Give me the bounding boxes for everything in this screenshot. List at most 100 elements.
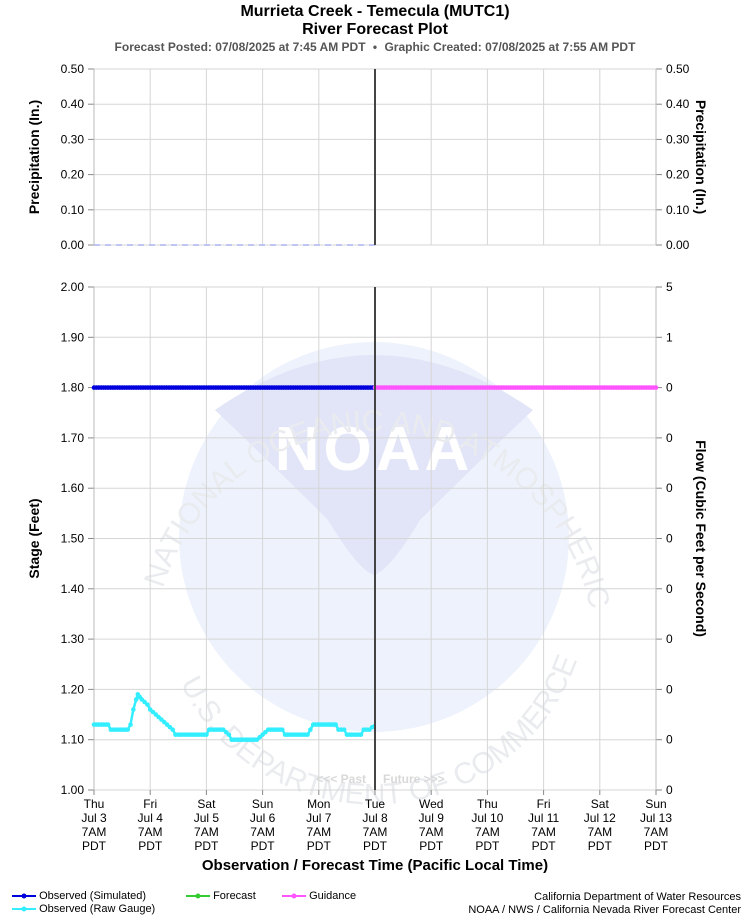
stage-ytick-label-right: 0	[666, 682, 673, 696]
x-axis-title: Observation / Forecast Time (Pacific Loc…	[202, 857, 548, 874]
precip-ytick-label: 0.50	[61, 62, 85, 76]
x-tick-label: Mon	[307, 797, 330, 811]
stage-ytick-label-right: 0	[666, 431, 673, 445]
x-tick-label: Jul 9	[419, 811, 445, 825]
x-tick-label: 7AM	[138, 825, 163, 839]
stage-ytick-label: 1.20	[61, 682, 85, 696]
x-tick-label: Jul 8	[362, 811, 388, 825]
precip-ytick-label-right: 0.20	[666, 168, 690, 182]
graphic-created: Graphic Created: 07/08/2025 at 7:55 AM P…	[384, 40, 636, 54]
legend: Observed (Simulated) Observed (Raw Gauge…	[12, 890, 432, 918]
precip-ytick-label: 0.10	[61, 203, 85, 217]
legend-item-observed-simulated: Observed (Simulated)	[12, 890, 146, 902]
stage-ytick-label: 1.90	[61, 330, 85, 344]
raw-gauge-point	[131, 707, 136, 712]
x-tick-label: PDT	[194, 839, 219, 853]
legend-swatch	[12, 906, 36, 912]
separator-bullet: •	[372, 40, 378, 54]
x-tick-label: 7AM	[419, 825, 444, 839]
x-tick-label: PDT	[419, 839, 444, 853]
stage-ytick-label: 1.70	[61, 431, 85, 445]
precip-ylabel-left: Precipitation (In.)	[26, 100, 42, 214]
x-tick-label: PDT	[307, 839, 332, 853]
x-tick-label: Jul 7	[306, 811, 332, 825]
x-tick-label: PDT	[251, 839, 276, 853]
stage-panel: 1.00 0 1.10 0 1.20 0 1.30 0 1.40 0 1.50 0 1.60 0 1.70 0…	[26, 280, 709, 874]
raw-gauge-point	[226, 732, 232, 737]
x-tick-label: Jul 10	[471, 811, 503, 825]
x-tick-label: Sat	[591, 797, 610, 811]
raw-gauge-point	[369, 724, 375, 730]
raw-gauge-point	[133, 697, 139, 702]
precip-ytick-label-right: 0.50	[666, 62, 690, 76]
x-tick-label: Jul 11	[528, 811, 559, 825]
precip-panel: 0.00 0.00 0.10 0.10 0.20 0.20 0.30 0.30 0.40 0.40…	[26, 62, 709, 252]
raw-gauge-point	[333, 722, 338, 727]
x-tick-label: Jul 6	[250, 811, 276, 825]
forecast-posted: Forecast Posted: 07/08/2025 at 7:45 AM P…	[114, 40, 366, 54]
past-label: <<< Past	[316, 772, 366, 786]
watermark-noaa-letters: NOAA	[275, 415, 474, 484]
legend-label: Forecast	[213, 890, 256, 902]
chart-subtitle: River Forecast Plot	[302, 21, 448, 38]
stage-ytick-label: 1.50	[61, 532, 85, 546]
legend-item-guidance: Guidance	[282, 890, 356, 902]
legend-label: Observed (Simulated)	[39, 890, 147, 902]
stage-ylabel-right: Flow (Cubic Feet per Second)	[693, 440, 709, 637]
precip-ytick-label-right: 0.10	[666, 203, 690, 217]
precip-ytick-label-right: 0.00	[666, 238, 690, 252]
x-tick-label: Jul 13	[640, 811, 672, 825]
credit-dwr: California Department of Water Resources	[534, 891, 741, 903]
x-tick-label: 7AM	[587, 825, 612, 839]
stage-ytick-label-right: 0	[666, 532, 673, 546]
stage-ytick-label: 1.60	[61, 481, 85, 495]
stage-ytick-label-right: 0	[666, 381, 673, 395]
x-tick-label: 7AM	[82, 825, 107, 839]
raw-gauge-point	[341, 727, 347, 732]
x-tick-label: Thu	[477, 797, 498, 811]
stage-ytick-label-right: 1	[666, 330, 673, 344]
future-label: Future >>>	[383, 772, 445, 786]
stage-ylabel-left: Stage (Feet)	[26, 498, 42, 578]
legend-item-forecast: Forecast	[186, 890, 256, 902]
x-tick-label: PDT	[588, 839, 613, 853]
stage-ytick-label-right: 0	[666, 733, 673, 747]
raw-gauge-point	[279, 727, 285, 732]
legend-swatch	[12, 893, 36, 899]
x-tick-label: Sun	[645, 797, 666, 811]
stage-ytick-label-right: 0	[666, 632, 673, 646]
x-tick-label: Jul 3	[81, 811, 107, 825]
legend-item-observed-raw: Observed (Raw Gauge)	[12, 903, 155, 915]
stage-ytick-label: 1.30	[61, 632, 85, 646]
precip-ytick-label: 0.00	[61, 238, 85, 252]
legend-swatch	[282, 893, 306, 899]
stage-ytick-label-right: 5	[666, 280, 673, 294]
precip-ytick-label: 0.30	[61, 132, 85, 146]
raw-gauge-point	[128, 722, 133, 727]
credit-noaa: NOAA / NWS / California Nevada River For…	[468, 904, 741, 916]
raw-gauge-point	[125, 727, 131, 732]
precip-ylabel-right: Precipitation (In.)	[693, 100, 709, 214]
stage-series-point	[653, 385, 659, 390]
stage-ytick-label: 1.00	[61, 783, 85, 797]
x-tick-label: Fri	[537, 797, 551, 811]
x-tick-label: Sat	[197, 797, 216, 811]
x-tick-label: PDT	[138, 839, 163, 853]
stage-ytick-label-right: 0	[666, 783, 673, 797]
x-tick-label: 7AM	[531, 825, 556, 839]
x-tick-label: Jul 4	[138, 811, 164, 825]
stage-ytick-label-right: 0	[666, 582, 673, 596]
x-tick-label: 7AM	[306, 825, 331, 839]
precip-ytick-label: 0.40	[61, 97, 85, 111]
raw-gauge-point	[358, 732, 364, 737]
x-tick-label: Sun	[252, 797, 273, 811]
chart-title: Murrieta Creek - Temecula (MUTC1)	[240, 3, 510, 20]
x-tick-label: Jul 12	[584, 811, 616, 825]
x-tick-label: Tue	[365, 797, 386, 811]
legend-label: Guidance	[309, 890, 357, 902]
stage-ytick-label-right: 0	[666, 481, 673, 495]
x-tick-label: Fri	[143, 797, 157, 811]
x-tick-label: 7AM	[475, 825, 500, 839]
x-tick-label: 7AM	[363, 825, 388, 839]
raw-gauge-point	[145, 702, 150, 707]
